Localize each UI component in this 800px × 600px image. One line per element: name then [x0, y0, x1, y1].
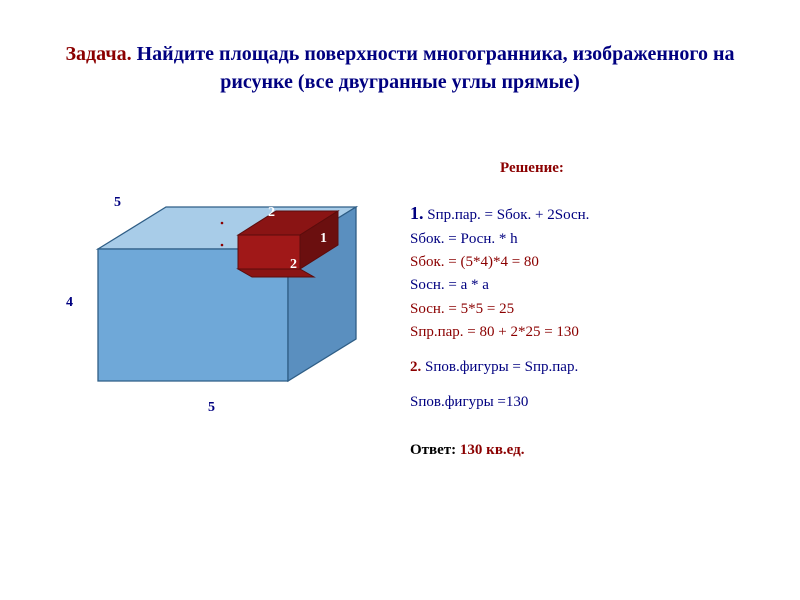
- step-num-1: 1.: [410, 203, 424, 223]
- task-word: Задача.: [65, 43, 131, 65]
- line-6: Sпр.пар. = 80 + 2*25 = 130: [410, 321, 760, 344]
- answer-value: 130 кв.ед.: [460, 442, 525, 458]
- step-num-2: 2.: [410, 359, 421, 375]
- dim-cut-top: 2: [268, 205, 275, 221]
- line-8: Sпов.фигуры =130: [410, 391, 760, 414]
- problem-title: Задача. Найдите площадь поверхности мног…: [60, 40, 740, 96]
- line-7: Sпов.фигуры = Sпр.пар.: [425, 359, 578, 375]
- polyhedron-diagram: 5 4 5 2 1 2: [60, 195, 380, 455]
- dim-height: 4: [66, 295, 73, 311]
- solution-heading: Решение:: [500, 160, 564, 177]
- solution-body: 1. Sпр.пар. = Sбок. + 2Sосн. Sбок. = Pос…: [410, 200, 760, 462]
- dim-cut-height: 1: [320, 231, 327, 247]
- diagram-svg: [60, 195, 380, 455]
- title-rest: Найдите площадь поверхности многогранник…: [137, 43, 735, 93]
- line-2: Sбок. = Pосн. * h: [410, 228, 760, 251]
- dim-cut-front: 2: [290, 257, 297, 273]
- answer-label: Ответ:: [410, 442, 456, 458]
- line-3: Sбок. = (5*4)*4 = 80: [410, 251, 760, 274]
- line-1: Sпр.пар. = Sбок. + 2Sосн.: [427, 207, 589, 223]
- line-5: Sосн. = 5*5 = 25: [410, 298, 760, 321]
- line-4: Sосн. = a * a: [410, 274, 760, 297]
- dim-depth: 5: [114, 195, 121, 211]
- dim-width: 5: [208, 400, 215, 416]
